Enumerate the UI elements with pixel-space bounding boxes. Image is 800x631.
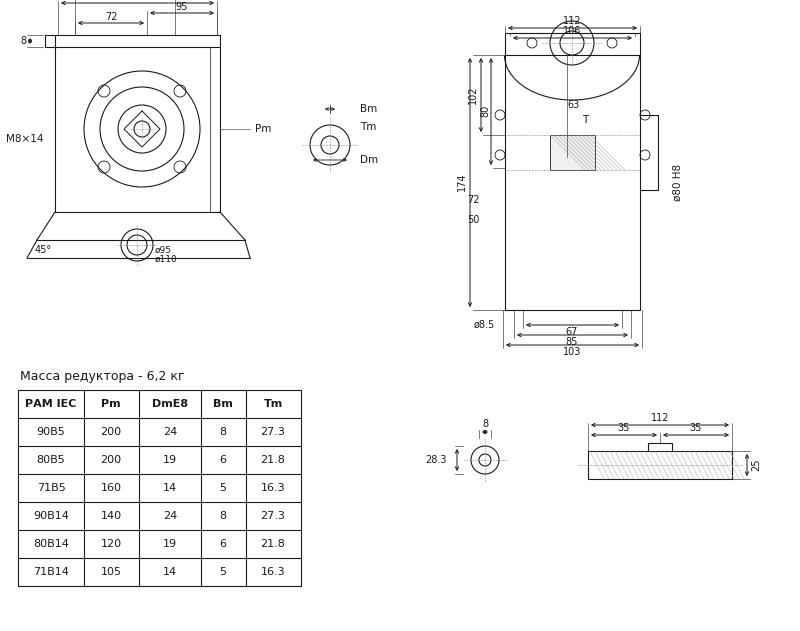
Text: 200: 200: [101, 427, 122, 437]
Text: 112: 112: [650, 413, 670, 423]
Text: 120: 120: [101, 539, 122, 549]
Text: 6: 6: [219, 539, 226, 549]
Text: 27.3: 27.3: [261, 427, 286, 437]
Text: Масса редуктора - 6,2 кг: Масса редуктора - 6,2 кг: [20, 370, 185, 383]
Text: Bm: Bm: [360, 104, 378, 114]
Text: 8: 8: [219, 427, 226, 437]
Text: 90B14: 90B14: [33, 511, 69, 521]
Text: 35: 35: [690, 423, 702, 433]
Text: 24: 24: [163, 427, 177, 437]
Text: 16.3: 16.3: [261, 567, 286, 577]
Text: 8: 8: [20, 36, 26, 46]
Text: 95: 95: [176, 2, 188, 12]
Text: 50: 50: [467, 215, 479, 225]
Text: 6: 6: [219, 455, 226, 465]
Text: 14: 14: [163, 567, 177, 577]
Text: 112: 112: [562, 16, 582, 26]
Text: 25: 25: [751, 459, 761, 471]
Text: Pm: Pm: [101, 399, 121, 409]
Text: 19: 19: [163, 455, 177, 465]
Text: 19: 19: [163, 539, 177, 549]
Text: 72: 72: [105, 12, 118, 22]
Text: 85: 85: [566, 337, 578, 347]
Text: 8: 8: [482, 419, 488, 429]
Text: ø8.5: ø8.5: [474, 320, 495, 330]
Text: 35: 35: [618, 423, 630, 433]
Text: 45°: 45°: [35, 245, 52, 255]
Text: Pm: Pm: [255, 124, 271, 134]
Text: 106: 106: [563, 26, 581, 36]
Text: 200: 200: [101, 455, 122, 465]
Text: 146: 146: [128, 0, 146, 2]
Text: 174: 174: [457, 173, 467, 191]
Text: 80B5: 80B5: [37, 455, 66, 465]
Text: ø80 H8: ø80 H8: [673, 163, 683, 201]
Text: 72: 72: [466, 195, 479, 205]
Text: M8×14: M8×14: [6, 134, 44, 144]
Text: Tm: Tm: [360, 122, 376, 132]
Text: 27.3: 27.3: [261, 511, 286, 521]
Bar: [550, 135, 595, 170]
Text: 80: 80: [480, 105, 490, 117]
Text: Dm: Dm: [360, 155, 378, 165]
Text: 102: 102: [468, 86, 478, 104]
Text: T: T: [582, 115, 588, 125]
Text: 16.3: 16.3: [261, 483, 286, 493]
Text: 21.8: 21.8: [261, 539, 286, 549]
Text: 14: 14: [163, 483, 177, 493]
Text: 5: 5: [219, 483, 226, 493]
Text: 8: 8: [219, 511, 226, 521]
Text: Bm: Bm: [213, 399, 233, 409]
Text: 105: 105: [101, 567, 122, 577]
Text: DmE8: DmE8: [152, 399, 188, 409]
Text: 140: 140: [101, 511, 122, 521]
Text: 90B5: 90B5: [37, 427, 66, 437]
Text: 24: 24: [163, 511, 177, 521]
Text: 28.3: 28.3: [426, 455, 447, 465]
Text: ø110: ø110: [155, 254, 178, 264]
Text: 5: 5: [219, 567, 226, 577]
Text: 103: 103: [563, 347, 581, 357]
Text: 21.8: 21.8: [261, 455, 286, 465]
Text: Tm: Tm: [263, 399, 282, 409]
Text: 71B5: 71B5: [37, 483, 66, 493]
Text: РАМ IEC: РАМ IEC: [26, 399, 77, 409]
Text: ø95: ø95: [155, 245, 172, 254]
Text: 160: 160: [101, 483, 122, 493]
Text: 63: 63: [568, 100, 580, 110]
Text: 67: 67: [566, 327, 578, 337]
Text: 71B14: 71B14: [33, 567, 69, 577]
Text: 80B14: 80B14: [33, 539, 69, 549]
